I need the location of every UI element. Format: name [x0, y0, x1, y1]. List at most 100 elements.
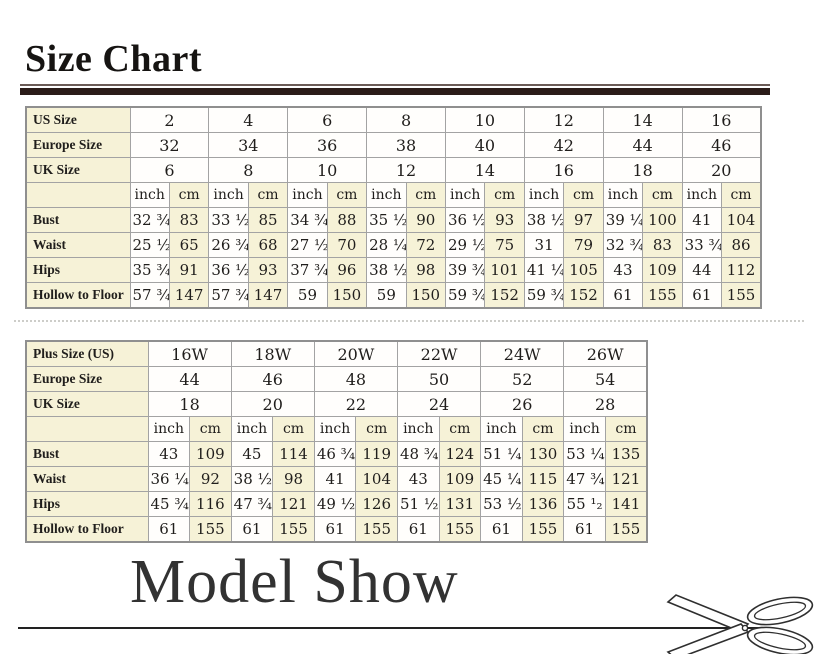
size-value-cell: 38 — [366, 132, 446, 158]
measurement-cell: 38 ½ — [230, 466, 274, 492]
size-value-cell: 22W — [396, 340, 482, 367]
measurement-row: Hips 45 ¾ 116 47 ¾ 121 49 ½ 126 51 ½ 131 53 ½ 136 5… — [25, 491, 648, 517]
measurement-cell: 124 — [438, 441, 482, 467]
size-table-regular: US Size 2 4 6 8 10 12 14 16 Europe Size 32 34 36 38 40… — [25, 106, 762, 309]
size-value-cell: 10 — [445, 106, 525, 133]
row-label: Bust — [25, 441, 149, 467]
measurement-cell: 26 ¾ — [208, 232, 249, 258]
measurement-cell: 100 — [642, 207, 683, 233]
measurement-cell: 43 — [396, 466, 440, 492]
measurement-cell: 68 — [247, 232, 289, 258]
row-label: Waist — [25, 232, 131, 258]
size-value-cell: 4 — [208, 106, 289, 133]
measurement-cell: 109 — [189, 441, 232, 467]
row-label: Hollow to Floor — [25, 516, 149, 543]
size-value-cell: 6 — [129, 157, 210, 183]
measurement-cell: 33 ½ — [208, 207, 249, 233]
measurement-cell: 119 — [355, 441, 398, 467]
measurement-cell: 147 — [168, 282, 210, 309]
unit-inch-cell: inch — [602, 182, 644, 208]
size-value-cell: 24W — [480, 340, 565, 367]
row-label: Bust — [25, 207, 131, 233]
measurement-cell: 53 ½ — [480, 491, 523, 517]
size-value-cell: 28 — [563, 391, 648, 417]
unit-inch-cell: inch — [681, 182, 723, 208]
size-value-cell: 16 — [523, 157, 604, 183]
unit-inch-cell: inch — [287, 182, 328, 208]
measurement-cell: 121 — [272, 491, 315, 517]
measurement-cell: 150 — [405, 282, 447, 309]
measurement-cell: 41 — [681, 207, 723, 233]
measurement-cell: 61 — [230, 516, 274, 543]
size-value-cell: 46 — [681, 132, 762, 158]
size-value-cell: 12 — [366, 157, 446, 183]
measurement-row: Waist 36 ¼ 92 38 ½ 98 41 104 43 109 45 ¼ 115 47 ¾ 12… — [25, 466, 648, 492]
size-value-cell: 24 — [396, 391, 482, 417]
row-label: Hips — [25, 257, 131, 283]
measurement-cell: 55 ¹₂ — [563, 491, 606, 517]
unit-cm-cell: cm — [326, 182, 368, 208]
unit-inch-cell: inch — [313, 416, 357, 442]
measurement-cell: 79 — [563, 232, 604, 258]
size-header-row: Plus Size (US) 16W 18W 20W 22W 24W 26W — [25, 340, 648, 367]
row-label: Europe Size — [25, 132, 131, 158]
size-value-cell: 34 — [208, 132, 289, 158]
measurement-cell: 29 ½ — [444, 232, 486, 258]
measurement-cell: 61 — [147, 516, 191, 543]
measurement-cell: 33 ¾ — [681, 232, 723, 258]
title-underline-thin-line — [20, 84, 770, 86]
measurement-cell: 48 ¾ — [396, 441, 440, 467]
size-value-cell: 44 — [147, 366, 232, 392]
measurement-cell: 93 — [247, 257, 289, 283]
measurement-cell: 121 — [604, 466, 648, 492]
measurement-cell: 83 — [642, 232, 683, 258]
measurement-cell: 136 — [521, 491, 565, 517]
size-value-cell: 18W — [230, 340, 315, 367]
measurement-cell: 61 — [563, 516, 606, 543]
measurement-cell: 155 — [642, 282, 683, 309]
measurement-cell: 83 — [168, 207, 210, 233]
measurement-cell: 59 — [366, 282, 407, 309]
size-value-cell: 14 — [602, 106, 683, 133]
size-value-cell: 32 — [129, 132, 210, 158]
measurement-cell: 53 ¼ — [563, 441, 606, 467]
measurement-cell: 61 — [681, 282, 723, 309]
measurement-cell: 36 ¼ — [147, 466, 191, 492]
measurement-cell: 44 — [681, 257, 723, 283]
measurement-cell: 114 — [272, 441, 315, 467]
measurement-cell: 27 ½ — [287, 232, 328, 258]
unit-cm-cell: cm — [247, 182, 289, 208]
measurement-cell: 86 — [721, 232, 762, 258]
measurement-cell: 25 ½ — [129, 232, 170, 258]
measurement-cell: 109 — [438, 466, 482, 492]
measurement-cell: 31 — [523, 232, 565, 258]
measurement-cell: 37 ¾ — [287, 257, 328, 283]
measurement-cell: 49 ½ — [313, 491, 357, 517]
measurement-cell: 51 ½ — [396, 491, 440, 517]
measurement-cell: 47 ¾ — [563, 466, 606, 492]
measurement-cell: 104 — [721, 207, 762, 233]
unit-cm-cell: cm — [189, 416, 232, 442]
measurement-cell: 101 — [484, 257, 525, 283]
measurement-cell: 155 — [272, 516, 315, 543]
measurement-cell: 38 ½ — [366, 257, 407, 283]
measurement-cell: 61 — [313, 516, 357, 543]
measurement-cell: 59 ¾ — [523, 282, 565, 309]
unit-cm-cell: cm — [355, 416, 398, 442]
measurement-cell: 57 ¾ — [129, 282, 170, 309]
measurement-cell: 35 ¾ — [129, 257, 170, 283]
size-value-cell: 44 — [602, 132, 683, 158]
unit-row: inch cm inch cm inch cm inch cm inch cm inch cm inch… — [25, 182, 762, 208]
size-value-cell: 14 — [445, 157, 525, 183]
measurement-cell: 116 — [189, 491, 232, 517]
unit-cm-cell: cm — [484, 182, 525, 208]
measurement-cell: 97 — [563, 207, 604, 233]
unit-inch-cell: inch — [563, 416, 606, 442]
cut-line — [18, 627, 770, 629]
measurement-cell: 155 — [438, 516, 482, 543]
measurement-cell: 91 — [168, 257, 210, 283]
size-value-cell: 42 — [523, 132, 604, 158]
measurement-cell: 65 — [168, 232, 210, 258]
unit-cm-cell: cm — [438, 416, 482, 442]
